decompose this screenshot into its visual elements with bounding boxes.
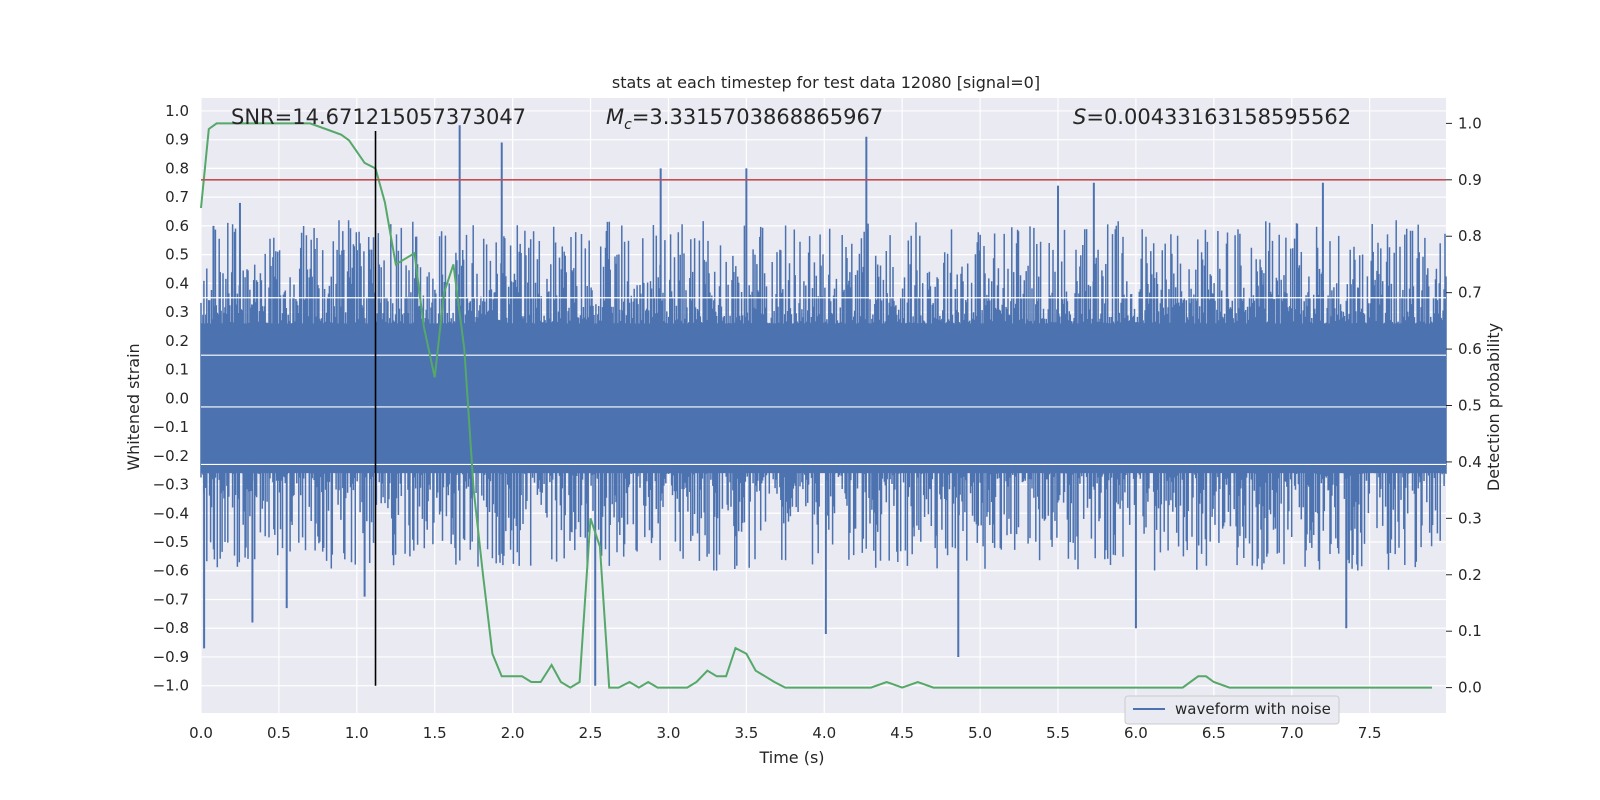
y-tick-label: −0.2	[153, 447, 189, 465]
x-tick-label: 0.0	[189, 724, 213, 742]
y2-tick-label: 0.5	[1458, 397, 1482, 415]
probability-line	[200, 122, 1432, 689]
y-tick-label: 0.9	[165, 131, 189, 149]
x-tick-label: 6.5	[1202, 724, 1226, 742]
y-tick-label: −0.4	[153, 504, 189, 522]
x-tick-label: 7.0	[1280, 724, 1304, 742]
y-tick-label: −0.1	[153, 418, 189, 436]
x-tick-label: 4.0	[812, 724, 836, 742]
y-tick-label: 0.3	[165, 303, 189, 321]
y-tick-label: 0.8	[165, 159, 189, 177]
y2-tick-label: 0.4	[1458, 453, 1482, 471]
reference-lines	[201, 131, 1446, 686]
x-tick-label: 3.0	[657, 724, 681, 742]
annotation-s-symbol: S	[1073, 105, 1086, 129]
x-axis-label: Time (s)	[758, 748, 824, 767]
annotation-snr: SNR=14.671215057373047	[231, 105, 526, 129]
y-tick-label: −0.6	[153, 562, 189, 580]
y2-tick-label: 0.9	[1458, 171, 1482, 189]
y2-tick-label: 0.3	[1458, 509, 1482, 527]
annotation-chirp-mass: Mc=3.3315703868865967	[606, 105, 883, 133]
y2-tick-label: 0.8	[1458, 227, 1482, 245]
y-tick-label: 0.2	[165, 332, 189, 350]
y-tick-label: 0.7	[165, 188, 189, 206]
series-waveform-with-noise	[200, 125, 1447, 686]
x-tick-label: 5.5	[1046, 724, 1070, 742]
y-tick-label: −1.0	[153, 677, 189, 695]
y-tick-label: 0.4	[165, 274, 189, 292]
x-tick-label: 2.0	[501, 724, 525, 742]
x-tick-label: 4.5	[890, 724, 914, 742]
x-tick-label: 0.5	[267, 724, 291, 742]
y-tick-label: −0.7	[153, 590, 189, 608]
legend-box	[1124, 695, 1340, 725]
y-tick-label: −0.8	[153, 619, 189, 637]
legend: waveform with noise	[1124, 695, 1340, 725]
annotation-mc-subscript: c	[624, 117, 632, 133]
y-tick-label: 1.0	[165, 102, 189, 120]
y-tick-label: 0.6	[165, 217, 189, 235]
annotation-mc-value: =3.3315703868865967	[632, 105, 883, 129]
y-tick-label: 0.1	[165, 361, 189, 379]
x-tick-label: 3.5	[734, 724, 758, 742]
x-tick-label: 6.0	[1124, 724, 1148, 742]
chart-title: stats at each timestep for test data 120…	[612, 73, 1040, 92]
series-detection-probability	[200, 122, 1432, 689]
x-tick-label: 7.5	[1358, 724, 1382, 742]
x-tick-label: 1.5	[423, 724, 447, 742]
y-tick-label: −0.3	[153, 476, 189, 494]
x-tick-label: 5.0	[968, 724, 992, 742]
y2-tick-label: 1.0	[1458, 114, 1482, 132]
y2-axis-label: Detection probability	[1484, 323, 1503, 491]
annotation-mc-symbol: M	[606, 105, 624, 129]
y-tick-label: −0.5	[153, 533, 189, 551]
y2-tick-label: 0.6	[1458, 340, 1482, 358]
y-axis-label: Whitened strain	[124, 343, 143, 470]
y-tick-label: −0.9	[153, 648, 189, 666]
y2-tick-label: 0.1	[1458, 622, 1482, 640]
y2-tick-label: 0.2	[1458, 566, 1482, 584]
y-tick-label: 0.5	[165, 246, 189, 264]
y2-tick-label: 0.7	[1458, 284, 1482, 302]
y2-tick-label: 0.0	[1458, 679, 1482, 697]
x-tick-label: 1.0	[345, 724, 369, 742]
axes: 0.0 0.5 1.0 1.5 2.0 2.5 3.0 3.5 4.0 4.5 5.0 5.5 6.0 6…	[153, 102, 1482, 742]
x-tick-label: 2.5	[579, 724, 603, 742]
y-tick-label: 0.0	[165, 389, 189, 407]
annotation-s: S=0.00433163158595562	[1073, 105, 1351, 129]
annotation-s-value: =0.00433163158595562	[1086, 105, 1351, 129]
legend-label: waveform with noise	[1175, 700, 1331, 718]
